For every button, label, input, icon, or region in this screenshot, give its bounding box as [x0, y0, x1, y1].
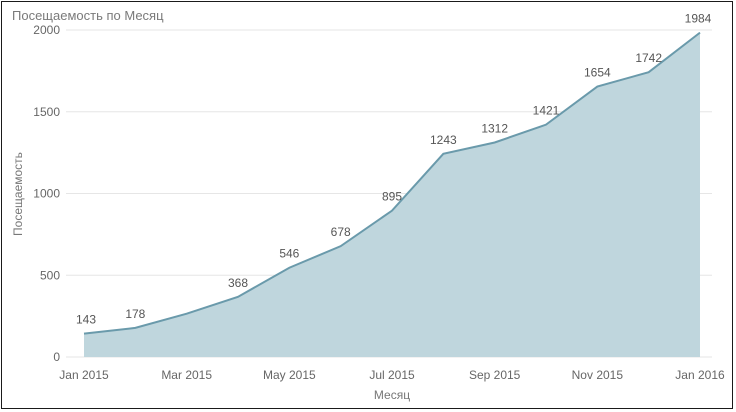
x-axis-ticks: Jan 2015 Mar 2015 May 2015 Jul 2015 Sep 2015… — [59, 368, 725, 382]
y-axis-label: Посещаемость — [11, 152, 25, 236]
chart-title: Посещаемость по Месяц — [12, 8, 164, 23]
data-label: 368 — [228, 276, 248, 290]
data-label: 1243 — [430, 133, 457, 147]
x-tick-label: May 2015 — [263, 368, 316, 382]
data-label: 1654 — [584, 66, 611, 80]
data-labels: 143 178 368 546 678 895 1243 1312 1421 1654 1742 19… — [76, 12, 712, 327]
data-label: 546 — [279, 247, 299, 261]
y-tick-label: 1000 — [33, 187, 60, 201]
y-axis-ticks: 0 500 1000 1500 2000 — [33, 23, 60, 364]
data-label: 178 — [125, 307, 145, 321]
data-label: 678 — [331, 225, 351, 239]
data-label: 1421 — [533, 104, 560, 118]
x-tick-label: Mar 2015 — [161, 368, 212, 382]
y-tick-label: 2000 — [33, 23, 60, 37]
y-tick-label: 1500 — [33, 105, 60, 119]
data-label: 143 — [76, 313, 96, 327]
y-tick-label: 500 — [40, 268, 60, 282]
x-tick-label: Jan 2016 — [675, 368, 725, 382]
x-tick-label: Jul 2015 — [369, 368, 415, 382]
x-tick-label: Sep 2015 — [469, 368, 521, 382]
x-tick-label: Nov 2015 — [572, 368, 624, 382]
y-tick-label: 0 — [53, 350, 60, 364]
series-line — [83, 31, 701, 335]
x-axis-label: Месяц — [374, 388, 410, 402]
data-label: 1742 — [635, 51, 662, 65]
x-tick-label: Jan 2015 — [59, 368, 109, 382]
data-label: 895 — [382, 190, 402, 204]
data-label: 1984 — [685, 12, 712, 26]
area-fill — [84, 32, 700, 358]
data-label: 1312 — [481, 121, 508, 135]
